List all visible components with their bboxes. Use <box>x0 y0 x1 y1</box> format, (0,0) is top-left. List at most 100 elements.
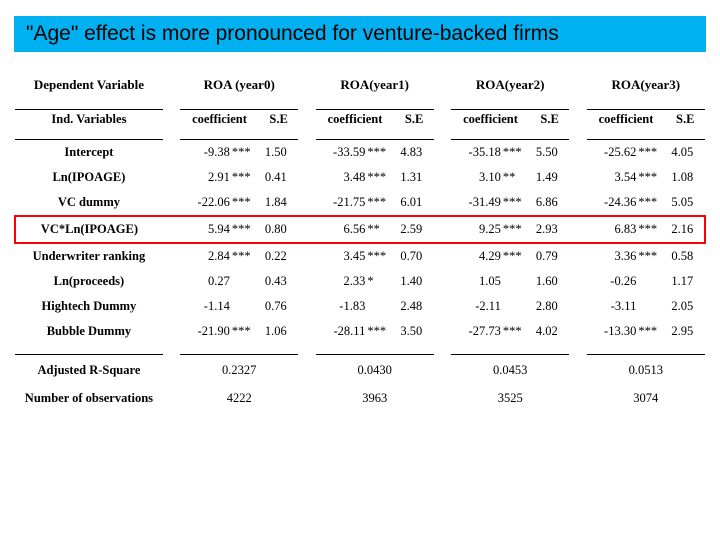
ind-variables-header: Ind. Variables coefficientS.E coefficien… <box>15 110 705 130</box>
se-cell: 4.05 <box>665 140 705 166</box>
r2-y2: 0.0453 <box>451 355 569 384</box>
sig-cell <box>503 294 530 319</box>
n-y3: 3074 <box>587 383 705 411</box>
slide-title: "Age" effect is more pronounced for vent… <box>14 16 706 52</box>
coef-cell: 3.48 <box>316 165 368 190</box>
se-cell: 0.22 <box>259 243 298 269</box>
se-cell: 5.05 <box>665 190 705 216</box>
table-row: Intercept-9.38***1.50-33.59***4.83-35.18… <box>15 140 705 166</box>
row-label: Intercept <box>15 140 163 166</box>
coef-cell: -1.83 <box>316 294 368 319</box>
table-row: VC*Ln(IPOAGE)5.94***0.806.56**2.599.25**… <box>15 216 705 243</box>
se-cell: 1.06 <box>259 319 298 344</box>
row-label: Ln(proceeds) <box>15 269 163 294</box>
row-label: Underwriter ranking <box>15 243 163 269</box>
se-cell: 0.80 <box>259 216 298 243</box>
row-label: Ln(IPOAGE) <box>15 165 163 190</box>
se-cell: 2.93 <box>530 216 569 243</box>
sig-cell: *** <box>503 216 530 243</box>
coef-cell: -21.75 <box>316 190 368 216</box>
nobs-row: Number of observations 4222 3963 3525 30… <box>15 383 705 411</box>
sig-cell: *** <box>638 165 665 190</box>
coef-cell: -3.11 <box>587 294 639 319</box>
sig-cell: *** <box>367 140 394 166</box>
se-cell: 1.84 <box>259 190 298 216</box>
dependent-header-row: Dependent Variable ROA (year0) ROA(year1… <box>15 72 705 99</box>
coef-cell: -31.49 <box>451 190 503 216</box>
coef-cell: -24.36 <box>587 190 639 216</box>
se-cell: 1.31 <box>394 165 433 190</box>
sig-cell: *** <box>232 216 259 243</box>
col-roa0: ROA (year0) <box>180 72 298 99</box>
se-cell: 1.50 <box>259 140 298 166</box>
r2-y1: 0.0430 <box>316 355 434 384</box>
ind-variables-label: Ind. Variables <box>15 110 163 130</box>
se-cell: 4.02 <box>530 319 569 344</box>
coef-cell: -25.62 <box>587 140 639 166</box>
regression-table: Dependent Variable ROA (year0) ROA(year1… <box>14 72 706 411</box>
coef-h2: coefficient <box>451 110 530 130</box>
sig-cell: *** <box>638 190 665 216</box>
nobs-label: Number of observations <box>15 383 163 411</box>
sig-cell: *** <box>638 243 665 269</box>
coef-cell: 4.29 <box>451 243 503 269</box>
se-h3: S.E <box>665 110 705 130</box>
se-cell: 0.70 <box>394 243 433 269</box>
r2-label: Adjusted R-Square <box>15 355 163 384</box>
coef-cell: 2.91 <box>180 165 232 190</box>
coef-cell: -21.90 <box>180 319 232 344</box>
table-row: Ln(proceeds)0.270.432.33*1.401.051.60-0.… <box>15 269 705 294</box>
coef-cell: 6.83 <box>587 216 639 243</box>
coef-cell: 5.94 <box>180 216 232 243</box>
coef-cell: -22.06 <box>180 190 232 216</box>
table-row: VC dummy-22.06***1.84-21.75***6.01-31.49… <box>15 190 705 216</box>
se-cell: 2.48 <box>394 294 433 319</box>
se-cell: 1.60 <box>530 269 569 294</box>
se-cell: 0.79 <box>530 243 569 269</box>
se-cell: 0.43 <box>259 269 298 294</box>
sig-cell: *** <box>367 165 394 190</box>
coef-cell: 3.45 <box>316 243 368 269</box>
se-cell: 1.08 <box>665 165 705 190</box>
coef-cell: -1.14 <box>180 294 232 319</box>
se-cell: 0.41 <box>259 165 298 190</box>
se-h0: S.E <box>259 110 298 130</box>
col-roa3: ROA(year3) <box>587 72 705 99</box>
sig-cell: *** <box>367 319 394 344</box>
sig-cell: *** <box>232 190 259 216</box>
table-row: Bubble Dummy-21.90***1.06-28.11***3.50-2… <box>15 319 705 344</box>
coef-cell: -0.26 <box>587 269 639 294</box>
coef-cell: -35.18 <box>451 140 503 166</box>
coef-cell: -33.59 <box>316 140 368 166</box>
coef-cell: 2.33 <box>316 269 368 294</box>
se-cell: 2.59 <box>394 216 433 243</box>
sig-cell: *** <box>638 319 665 344</box>
sig-cell: *** <box>503 140 530 166</box>
se-cell: 1.49 <box>530 165 569 190</box>
se-cell: 1.40 <box>394 269 433 294</box>
sig-cell <box>638 269 665 294</box>
sig-cell: *** <box>232 140 259 166</box>
se-cell: 0.76 <box>259 294 298 319</box>
row-label: Bubble Dummy <box>15 319 163 344</box>
subheader-underline <box>15 129 705 140</box>
sig-cell: *** <box>503 319 530 344</box>
coef-h1: coefficient <box>316 110 395 130</box>
sig-cell: *** <box>638 216 665 243</box>
table-row: Ln(IPOAGE)2.91***0.413.48***1.313.10**1.… <box>15 165 705 190</box>
sig-cell: *** <box>367 190 394 216</box>
coef-cell: 1.05 <box>451 269 503 294</box>
coef-cell: 3.10 <box>451 165 503 190</box>
se-h1: S.E <box>394 110 433 130</box>
row-label: VC dummy <box>15 190 163 216</box>
n-y1: 3963 <box>316 383 434 411</box>
n-y0: 4222 <box>180 383 298 411</box>
coef-cell: 6.56 <box>316 216 368 243</box>
col-roa1: ROA(year1) <box>316 72 434 99</box>
table-row: Underwriter ranking2.84***0.223.45***0.7… <box>15 243 705 269</box>
se-cell: 1.17 <box>665 269 705 294</box>
row-label: Hightech Dummy <box>15 294 163 319</box>
sig-cell <box>367 294 394 319</box>
se-cell: 5.50 <box>530 140 569 166</box>
coef-h3: coefficient <box>587 110 666 130</box>
